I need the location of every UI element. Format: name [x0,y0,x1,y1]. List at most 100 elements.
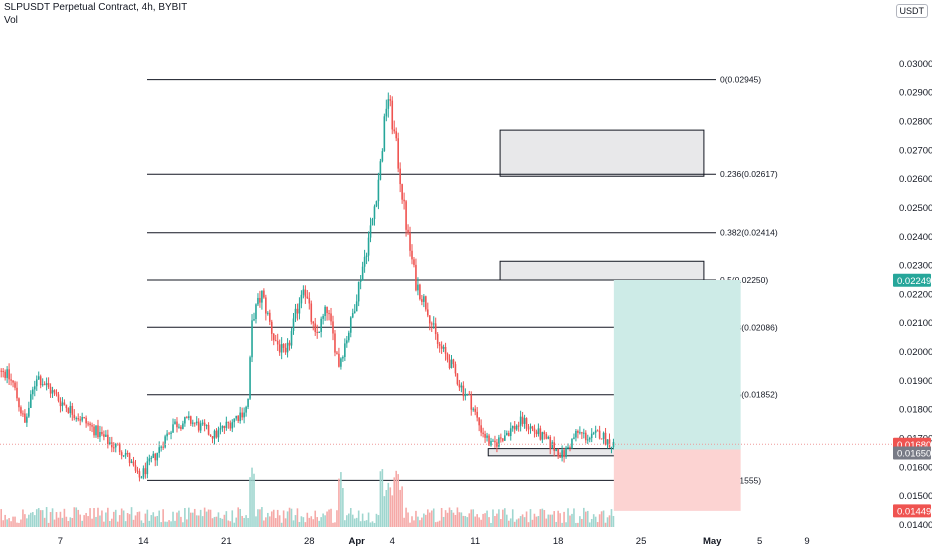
time-tick-label: 9 [804,536,809,547]
candle-body [598,430,601,439]
candle-body [152,453,155,458]
volume-bar [213,516,216,527]
volume-bar [126,513,129,527]
volume-bar [579,516,581,527]
volume-bar [381,469,384,527]
candle-body [559,456,561,458]
volume-bar [109,521,111,527]
candle-body [227,421,230,423]
candle-body [292,318,295,331]
volume-bar [316,517,318,527]
volume-bar [498,509,500,527]
candle-body [101,431,103,435]
candle-body [553,442,555,451]
volume-bar [57,517,60,527]
candle-body [148,458,151,462]
volume-bar [430,510,433,527]
volume-bar [610,509,613,527]
volume-bar [14,516,16,527]
volume-bar [118,515,121,527]
volume-bar [30,512,32,527]
volume-bar [190,512,192,527]
volume-bar [502,509,504,527]
volume-bar [324,515,326,527]
candle-body [590,433,593,439]
candle-body [500,437,502,439]
volume-bar [330,508,332,527]
volume-bar [379,471,382,527]
currency-button[interactable]: USDT [895,4,928,18]
volume-bar [543,510,546,527]
candle-body [231,422,234,429]
candle-body [172,424,174,433]
volume-bar [569,515,571,527]
candle-body [170,432,172,434]
zone-box [499,260,705,281]
candle-body [353,311,356,314]
volume-bar [476,514,478,527]
candle-body [452,359,455,365]
price-tick-label: 0.02500 [899,203,932,214]
fib-level-label: 0.382(0.02414) [720,228,778,238]
candle-body [346,340,348,344]
candle-body [531,426,534,429]
candle-body [405,201,407,230]
volume-bar [107,507,109,527]
volume-bar [519,516,522,527]
volume-bar [458,512,461,527]
candle-body [361,266,364,281]
long-position-tool[interactable] [613,280,741,511]
volume-bar [363,520,366,527]
candle-body [91,425,93,427]
candle-body [312,321,315,324]
volume-bar [296,508,299,527]
candle-body [474,408,476,412]
candle-body [245,406,247,413]
time-axis[interactable]: 7 14 21 28 Apr 4 11 18 25 May 5 9 [58,536,810,547]
volume-bar [507,520,510,527]
volume-bar [533,513,536,527]
time-tick-label: May [703,536,722,547]
volume-bar [397,474,399,527]
candle-body [284,347,287,353]
volume-bar [365,520,368,527]
candle-body [324,306,326,316]
volume-bar [466,517,469,527]
candle-body [93,426,95,436]
candle-body [160,446,162,448]
candle-body [95,425,97,436]
volume-bar [166,521,168,527]
candle-body [434,323,437,335]
candle-body [300,294,303,304]
candle-body [557,449,559,457]
candle-body [456,373,459,385]
candle-body [164,436,166,448]
candle-body [75,418,78,420]
volume-bar [195,515,198,527]
volume-bar [16,522,18,527]
candle-body [83,417,85,419]
profit-zone [613,280,741,450]
volume-bar [201,516,204,527]
volume-bar [138,511,141,527]
candle-body [302,289,305,295]
volume-bar [551,514,554,527]
volume-bar [67,521,70,527]
volume-bar [0,509,3,527]
volume-bar [577,522,579,527]
volume-bar [274,518,277,527]
price-tick-label: 0.03000 [899,59,932,70]
volume-bar [373,522,376,527]
candle-body [158,447,160,453]
volume-bar [326,511,328,527]
candle-body [415,264,417,291]
volume-bar [561,522,563,527]
candle-body [379,161,382,180]
volume-bar [482,513,484,527]
candle-body [375,201,378,207]
price-tick-label: 0.02200 [899,289,932,300]
candle-body [286,342,289,353]
candle-body [519,416,522,426]
price-axis[interactable]: 0.03000 0.02900 0.02800 0.02700 0.02600 0.025… [893,59,932,531]
